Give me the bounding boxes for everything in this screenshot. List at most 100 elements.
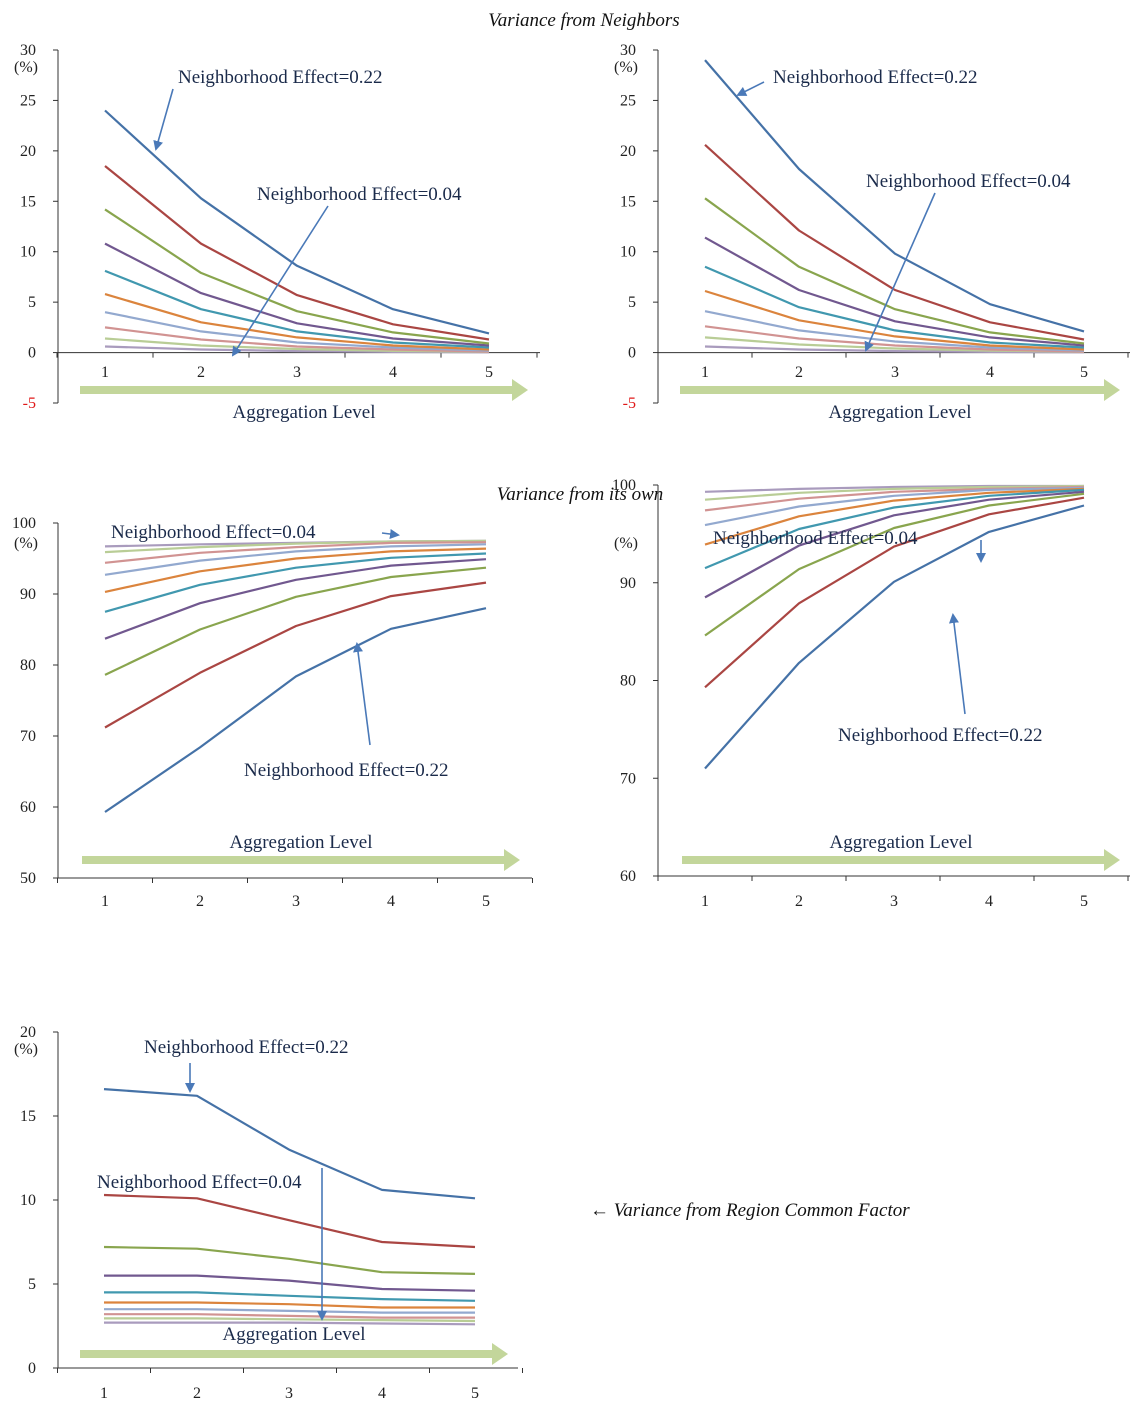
x-tick-label: 3	[890, 893, 898, 910]
x-tick-label: 2	[795, 893, 803, 910]
y-tick-label: 60	[620, 868, 636, 885]
chart-neighbors-right: -5 0 5 10 15 20 25 30(%) 1 2 3 4 5 Aggregation Level N…	[614, 42, 1130, 423]
series-line-4	[704, 490, 1085, 599]
y-tick-label: 20	[20, 143, 36, 160]
y-unit-label: (%)	[614, 535, 638, 552]
series-line-3	[104, 566, 487, 676]
series-line-6	[104, 547, 487, 593]
series-line-1	[103, 1088, 476, 1200]
y-tick-label: 80	[20, 657, 36, 674]
series-line-2	[704, 496, 1085, 689]
chart-own-right: 60 70 80 90 100 (%) 1 2 3 4 5 Aggregation Level Neig…	[612, 477, 1130, 910]
x-tick-label: 4	[389, 364, 397, 381]
y-tick-label: 0	[628, 345, 636, 362]
annotation-arrow	[948, 613, 966, 715]
y-tick-label: 90	[20, 586, 36, 603]
series-line-2	[704, 143, 1085, 341]
section-title-neighbors: Variance from Neighbors	[488, 10, 679, 31]
x-tick-label: 3	[891, 364, 899, 381]
series-line-10	[104, 1321, 476, 1326]
y-tick-label: 10	[20, 1192, 36, 1209]
y-tick-label: 20	[20, 1024, 36, 1041]
series-line-4	[704, 236, 1085, 347]
aggregation-arrow-shaft	[682, 856, 1106, 864]
x-axis-label: Aggregation Level	[223, 1324, 366, 1345]
x-tick-label: 1	[701, 364, 709, 381]
x-tick-label: 3	[292, 893, 300, 910]
series-line-4	[104, 1274, 476, 1292]
x-tick-label: 5	[1080, 364, 1088, 381]
chart-neighbors-left: -5 0 5 10 15 20 25 30(%) 1 2 3 4 5 Aggregation Level N…	[14, 42, 540, 423]
x-tick-label: 2	[795, 364, 803, 381]
y-unit-label: (%)	[14, 1041, 38, 1058]
y-tick-label: 25	[620, 92, 636, 109]
series-line-6	[104, 293, 490, 351]
series-line-1	[104, 607, 487, 813]
x-tick-label: 1	[100, 1385, 108, 1402]
series-line-3	[704, 492, 1085, 637]
x-axis-label: Aggregation Level	[830, 832, 973, 853]
annotation-label: Neighborhood Effect=0.04	[866, 171, 1071, 192]
y-tick-label: 0	[28, 1360, 36, 1377]
annotation-arrow	[231, 205, 329, 357]
annotation-label: Neighborhood Effect=0.22	[838, 725, 1043, 746]
y-tick-label: 0	[28, 345, 36, 362]
aggregation-arrow-shaft	[680, 386, 1106, 394]
y-tick-label: 100	[12, 515, 36, 532]
x-tick-label: 3	[285, 1385, 293, 1402]
series-line-9	[104, 1317, 476, 1323]
aggregation-arrow-head	[1104, 849, 1120, 871]
series-line-2	[104, 581, 487, 729]
y-tick-label: 15	[20, 1108, 36, 1125]
y-tick-label: 70	[20, 728, 36, 745]
aggregation-arrow-head	[492, 1343, 508, 1365]
series-line-5	[704, 265, 1085, 349]
series-line-7	[104, 311, 490, 352]
series-line-8	[104, 1313, 475, 1319]
series-line-3	[704, 197, 1085, 345]
y-tick-label: 25	[20, 92, 36, 109]
x-tick-label: 1	[101, 893, 109, 910]
chart-region: 0 5 10 15 20(%) 1 2 3 4 5 Aggregation Level Neighbo…	[14, 1024, 523, 1402]
annotation-arrow	[864, 192, 936, 352]
x-tick-label: 5	[482, 893, 490, 910]
series-line-5	[104, 269, 490, 349]
annotation-label: Neighborhood Effect=0.04	[111, 522, 316, 543]
annotation-arrow	[736, 81, 765, 96]
series-line-8	[104, 541, 487, 564]
y-tick-label: 100	[612, 477, 636, 494]
series-line-7	[704, 486, 1085, 527]
y-unit-label: (%)	[14, 59, 38, 76]
annotation-label: Neighborhood Effect=0.04	[257, 184, 462, 205]
x-tick-label: 4	[378, 1385, 386, 1402]
y-tick-label: 60	[20, 799, 36, 816]
aggregation-arrow-head	[512, 379, 528, 401]
series-line-4	[104, 558, 487, 640]
x-tick-label: 5	[485, 364, 493, 381]
annotation-label: Neighborhood Effect=0.22	[144, 1037, 349, 1058]
x-tick-label: 4	[986, 364, 994, 381]
x-tick-label: 5	[1080, 893, 1088, 910]
series-line-6	[104, 1301, 475, 1309]
x-tick-label: 3	[293, 364, 301, 381]
y-unit-label: (%)	[14, 535, 38, 552]
y-tick-label: 15	[20, 193, 36, 210]
section-title-region: ← Variance from Region Common Factor	[590, 1200, 910, 1221]
y-unit-label: (%)	[614, 59, 638, 76]
y-tick-label: 50	[20, 870, 36, 887]
x-tick-label: 2	[196, 893, 204, 910]
y-tick-label: 30	[20, 42, 36, 59]
annotation-arrow	[353, 642, 371, 746]
series-line-5	[104, 1291, 476, 1302]
series-line-7	[704, 310, 1085, 352]
x-axis-label: Aggregation Level	[233, 402, 376, 423]
series-line-1	[704, 59, 1085, 333]
y-tick-label: 10	[620, 244, 636, 261]
series-line-6	[704, 487, 1085, 546]
x-axis-label: Aggregation Level	[829, 402, 972, 423]
series-line-1	[704, 504, 1085, 770]
x-tick-label: 4	[387, 893, 395, 910]
series-line-3	[104, 208, 490, 345]
y-tick-label: 90	[620, 575, 636, 592]
series-line-7	[104, 543, 487, 576]
